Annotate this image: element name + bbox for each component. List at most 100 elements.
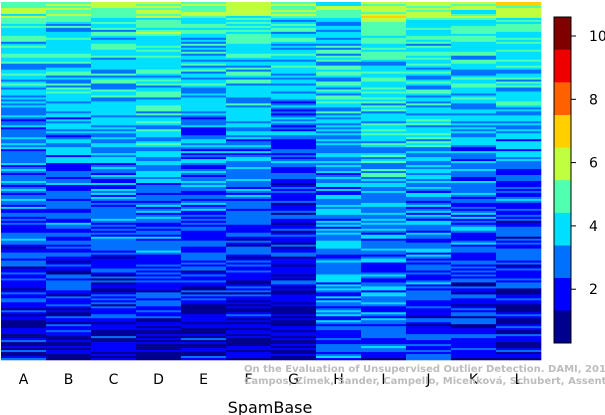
heatmap-cell-E bbox=[181, 304, 227, 307]
heatmap-cell-I bbox=[361, 244, 407, 247]
heatmap-cell-E bbox=[181, 292, 227, 295]
heatmap-cell-E bbox=[181, 354, 227, 357]
heatmap-cell-I bbox=[361, 238, 407, 241]
heatmap-cell-C bbox=[91, 256, 137, 259]
x-tick-label-G: G bbox=[288, 372, 299, 388]
heatmap-cell-H bbox=[316, 53, 362, 56]
heatmap-cell-D bbox=[136, 294, 182, 297]
heatmap-cell-B bbox=[46, 165, 92, 168]
heatmap-cell-G bbox=[271, 250, 317, 253]
heatmap-cell-B bbox=[46, 25, 92, 29]
heatmap-cell-D bbox=[136, 65, 182, 68]
heatmap-cell-A bbox=[1, 39, 47, 43]
heatmap-cell-K bbox=[451, 298, 497, 301]
heatmap-cell-G bbox=[271, 57, 317, 60]
heatmap-cell-D bbox=[136, 57, 182, 60]
heatmap-cell-G bbox=[271, 127, 317, 130]
heatmap-cell-F bbox=[226, 135, 272, 138]
heatmap-cell-E bbox=[181, 204, 227, 208]
heatmap-cell-G bbox=[271, 45, 317, 49]
heatmap-cell-F bbox=[226, 13, 272, 17]
heatmap-cell-G bbox=[271, 109, 317, 112]
heatmap-cell-G bbox=[271, 23, 317, 27]
heatmap-cell-B bbox=[46, 111, 92, 114]
heatmap-cell-I bbox=[361, 163, 407, 166]
heatmap-cell-E bbox=[181, 316, 227, 319]
heatmap-cell-H bbox=[316, 159, 362, 162]
heatmap-cell-H bbox=[316, 288, 362, 291]
heatmap-cell-E bbox=[181, 127, 227, 130]
heatmap-cell-H bbox=[316, 272, 362, 275]
heatmap-cell-E bbox=[181, 268, 227, 271]
heatmap-cell-H bbox=[316, 127, 362, 130]
heatmap-cell-E bbox=[181, 278, 227, 281]
heatmap-cell-D bbox=[136, 200, 182, 204]
heatmap-cell-F bbox=[226, 141, 272, 144]
heatmap-cell-I bbox=[361, 300, 407, 303]
heatmap-cell-A bbox=[1, 5, 47, 9]
heatmap-cell-F bbox=[226, 125, 272, 128]
heatmap-cell-C bbox=[91, 272, 137, 275]
heatmap-cell-A bbox=[1, 274, 47, 277]
heatmap-cell-A bbox=[1, 238, 47, 241]
heatmap-cell-E bbox=[181, 169, 227, 172]
heatmap-cell-C bbox=[91, 268, 137, 271]
heatmap-cell-H bbox=[316, 296, 362, 299]
heatmap-cell-K bbox=[451, 93, 497, 96]
heatmap-cell-H bbox=[316, 115, 362, 118]
heatmap-cell-K bbox=[451, 107, 497, 110]
heatmap-cell-I bbox=[361, 226, 407, 230]
heatmap-cell-A bbox=[1, 63, 47, 66]
heatmap-cell-A bbox=[1, 188, 47, 192]
heatmap-cell-I bbox=[361, 101, 407, 104]
heatmap-cell-C bbox=[91, 173, 137, 176]
heatmap-cell-K bbox=[451, 29, 497, 33]
heatmap-cell-D bbox=[136, 206, 182, 210]
heatmap-cell-A bbox=[1, 101, 47, 104]
heatmap-cell-J bbox=[406, 59, 452, 62]
heatmap-cell-E bbox=[181, 218, 227, 222]
heatmap-cell-F bbox=[226, 234, 272, 237]
heatmap-cell-J bbox=[406, 344, 452, 347]
heatmap-cell-D bbox=[136, 214, 182, 218]
heatmap-cell-H bbox=[316, 33, 362, 37]
heatmap-cell-J bbox=[406, 91, 452, 94]
heatmap-cell-D bbox=[136, 71, 182, 74]
heatmap-cell-L bbox=[496, 131, 542, 134]
heatmap-cell-B bbox=[46, 298, 92, 301]
heatmap-cell-D bbox=[136, 262, 182, 265]
heatmap-cell-E bbox=[181, 129, 227, 132]
heatmap-cell-J bbox=[406, 290, 452, 293]
heatmap-cell-L bbox=[496, 210, 542, 214]
heatmap-cell-E bbox=[181, 147, 227, 150]
heatmap-cell-C bbox=[91, 246, 137, 249]
heatmap-cell-K bbox=[451, 149, 497, 152]
heatmap-cell-I bbox=[361, 9, 407, 13]
heatmap-cell-A bbox=[1, 264, 47, 267]
heatmap-cell-A bbox=[1, 202, 47, 206]
heatmap-cell-A bbox=[1, 276, 47, 279]
heatmap-cell-E bbox=[181, 83, 227, 86]
heatmap-cell-D bbox=[136, 157, 182, 160]
heatmap-cell-F bbox=[226, 9, 272, 13]
heatmap-cell-A bbox=[1, 230, 47, 234]
heatmap-cell-K bbox=[451, 238, 497, 241]
heatmap-cell-K bbox=[451, 139, 497, 142]
heatmap-cell-G bbox=[271, 27, 317, 31]
heatmap-cell-C bbox=[91, 278, 137, 281]
heatmap-cell-J bbox=[406, 256, 452, 259]
heatmap-cell-J bbox=[406, 125, 452, 128]
heatmap-cell-C bbox=[91, 354, 137, 357]
heatmap-cell-G bbox=[271, 314, 317, 317]
heatmap-cell-G bbox=[271, 113, 317, 116]
heatmap-cell-D bbox=[136, 316, 182, 319]
heatmap-cell-G bbox=[271, 208, 317, 212]
heatmap-cell-G bbox=[271, 300, 317, 303]
heatmap-cell-C bbox=[91, 290, 137, 293]
heatmap-cell-F bbox=[226, 258, 272, 261]
heatmap-cell-J bbox=[406, 171, 452, 174]
heatmap-cell-G bbox=[271, 63, 317, 66]
heatmap-cell-I bbox=[361, 322, 407, 325]
heatmap-cell-E bbox=[181, 55, 227, 58]
